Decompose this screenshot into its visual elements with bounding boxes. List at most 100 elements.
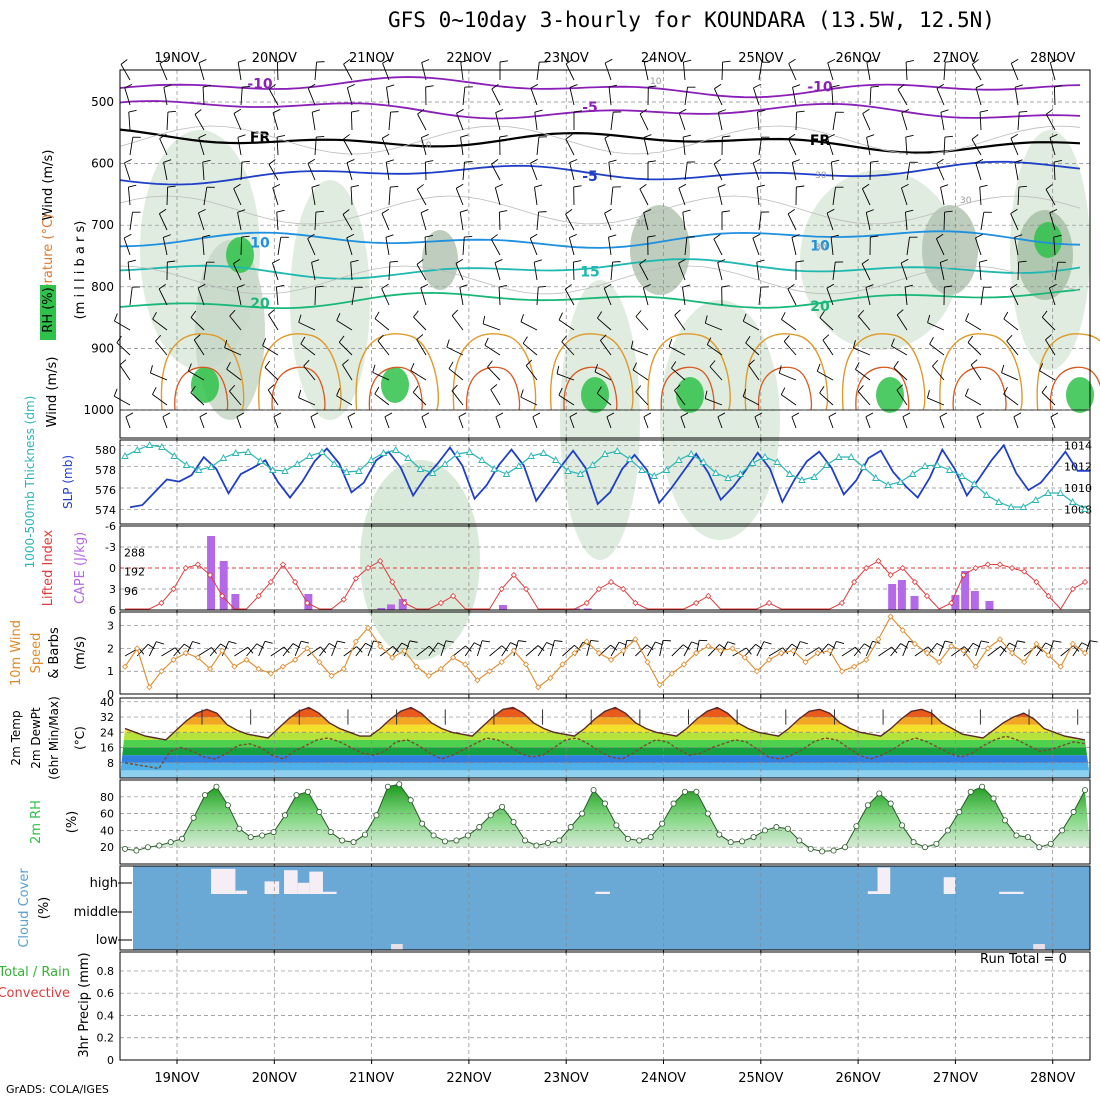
rh-contour-label: 10 [650, 77, 662, 87]
upper-wind-barb [236, 287, 242, 306]
wind10-barb-flag [963, 646, 971, 653]
upper-wind-barb [536, 287, 539, 306]
upper-wind-barb [311, 262, 316, 281]
rh-marker [567, 824, 574, 831]
temp-band [120, 755, 1090, 763]
ylabel-precip: 3hr Precip (mm) [77, 952, 92, 1057]
wind10-barb [671, 644, 684, 657]
li-marker [292, 578, 299, 586]
boundary-contour [258, 333, 342, 411]
temp-bands [120, 707, 1090, 778]
upper-wind-barb-flag [525, 359, 533, 366]
rh-marker [1013, 832, 1020, 839]
upper-wind-barb-flag [565, 284, 572, 290]
g: Wind (m/s) [45, 357, 60, 428]
rh-marker [201, 792, 208, 799]
upper-wind-barb [795, 111, 798, 131]
surface-wind-barb-flag [532, 412, 541, 418]
upper-wind-barb-flag [1046, 109, 1053, 115]
upper-wind-barb [193, 339, 205, 356]
thickness-marker [133, 446, 142, 453]
thickness-marker [662, 466, 671, 473]
surface-wind-barb [162, 416, 168, 429]
upper-wind-barb [150, 372, 168, 381]
upper-wind-barb-flag [905, 209, 914, 213]
upper-wind-barb [866, 62, 871, 81]
rh-shading [630, 205, 690, 295]
upper-wind-barb-flag [940, 184, 949, 188]
thickness-marker [342, 468, 351, 475]
upper-wind-barb [1017, 112, 1020, 131]
upper-wind-barb-flag [865, 284, 874, 288]
upper-wind-barb [374, 318, 390, 331]
upper-wind-barb-flag [721, 285, 730, 288]
wind-tick-label: 3 [107, 620, 114, 633]
upper-wind-barb-flag [1010, 208, 1018, 214]
upper-wind-barb-flag [979, 184, 988, 188]
wind10-barb [391, 642, 403, 657]
upper-wind-barb-flag [158, 283, 166, 290]
li-marker [304, 599, 311, 607]
upper-wind-barb-flag [382, 58, 390, 64]
upper-wind-barb [853, 347, 871, 356]
rh-marker [853, 823, 860, 830]
upper-wind-barb [1010, 63, 1019, 81]
upper-wind-barb-flag [604, 208, 612, 214]
wind-speed-line [124, 615, 1086, 689]
upper-wind-barb-flag [267, 384, 275, 391]
day-label-top: 19NOV [154, 51, 199, 66]
rh-high-shading [581, 377, 609, 413]
upper-wind-barb [520, 396, 538, 406]
upper-wind-barb-flag [787, 283, 795, 290]
upper-wind-barb-flag [1019, 111, 1028, 113]
upper-wind-barb-flag [446, 339, 450, 348]
credit-label: GrADS: COLA/IGES [6, 1083, 109, 1096]
upper-wind-barb-flag [569, 234, 577, 239]
wind-speed-marker [851, 663, 858, 670]
upper-wind-barb [568, 237, 575, 256]
wind10-barb [476, 640, 483, 657]
upper-wind-barb-flag [1018, 260, 1027, 263]
surface-wind-barb [791, 416, 797, 429]
rh-marker [704, 810, 711, 817]
ylabel-temp: (°C) [73, 726, 87, 750]
upper-wind-barb-flag [113, 388, 118, 397]
upper-wind-barb [756, 112, 760, 131]
upper-wind-barb [462, 162, 466, 181]
wind10-barb-flag [247, 646, 254, 654]
ylabel-li: Lifted Index [41, 529, 56, 606]
upper-wind-barb [781, 319, 797, 331]
wind-speed-marker [255, 665, 262, 673]
rh-marker [361, 831, 368, 838]
pressure-tick-label: 700 [91, 218, 114, 232]
upper-wind-barb [943, 62, 946, 81]
wind-speed-marker [948, 643, 955, 650]
wind-speed-marker [778, 649, 785, 657]
li-marker [158, 599, 165, 607]
thickness-marker [982, 491, 991, 498]
upper-wind-barb [748, 364, 760, 381]
li-marker [206, 571, 214, 579]
upper-wind-barb [412, 391, 427, 406]
surface-wind-barb [458, 416, 464, 429]
boundary-contour [939, 333, 1023, 411]
wind-speed-marker [1033, 640, 1040, 647]
wind-speed-marker [632, 636, 639, 643]
upper-wind-barb [190, 392, 205, 406]
upper-wind-barb [456, 113, 464, 131]
surface-wind-barb [569, 416, 575, 429]
upper-wind-barb-flag [233, 183, 241, 189]
wind10-barb-flag [646, 644, 654, 651]
temp-contour-label: 20 [810, 299, 830, 315]
ylabel-speed: Speed [29, 633, 44, 674]
upper-wind-barb-flag [596, 386, 602, 394]
upper-wind-barb-flag [338, 335, 345, 343]
li-marker [377, 557, 384, 565]
wind10-barb [878, 646, 892, 657]
wind10-barb [865, 641, 873, 657]
rh-high-shading [191, 367, 219, 403]
upper-wind-barb [268, 314, 279, 331]
upper-wind-barb-flag [490, 384, 498, 390]
upper-wind-barb [639, 263, 649, 281]
wind-speed-marker [960, 647, 967, 654]
